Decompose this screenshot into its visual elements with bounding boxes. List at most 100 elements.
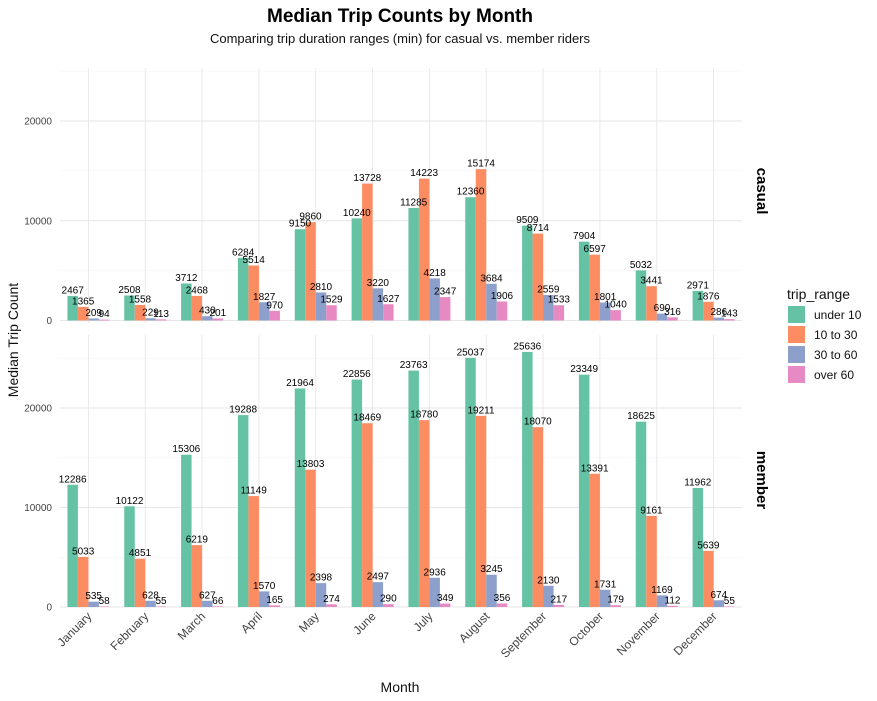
bar-casual-may-over-60	[326, 305, 337, 321]
data-label-casual-june-30-to-60: 3220	[367, 278, 390, 289]
bar-casual-november-10-to-30	[646, 286, 657, 321]
data-label-member-march-over-60: 66	[212, 596, 224, 607]
data-label-casual-november-over-60: 316	[664, 307, 681, 318]
data-label-member-february-30-to-60: 628	[142, 590, 159, 601]
bar-casual-june-30-to-60	[372, 288, 384, 321]
bar-casual-august-under-10	[465, 197, 476, 321]
data-label-member-may-under-10: 21964	[286, 378, 314, 389]
data-label-member-august-30-to-60: 3245	[480, 564, 503, 575]
data-label-casual-april-30-to-60: 1827	[253, 292, 276, 303]
bar-member-july-over-60	[439, 603, 451, 607]
bar-member-january-over-60	[98, 606, 110, 607]
legend-label-under-10: under 10	[814, 308, 862, 322]
bar-casual-july-over-60	[439, 297, 451, 321]
data-label-member-july-10-to-30: 18780	[410, 410, 438, 421]
bar-casual-july-30-to-60	[429, 278, 440, 321]
data-label-casual-september-30-to-60: 2559	[537, 284, 560, 295]
data-label-member-february-over-60: 55	[155, 596, 167, 607]
bar-member-september-10-to-30	[532, 427, 544, 607]
bar-member-august-10-to-30	[475, 415, 487, 607]
bar-casual-june-10-to-30	[362, 183, 373, 321]
bar-casual-march-10-to-30	[191, 295, 203, 321]
bar-casual-january-over-60	[98, 319, 110, 321]
data-label-member-august-under-10: 25037	[457, 347, 485, 358]
data-label-member-december-under-10: 11962	[684, 477, 712, 488]
bar-casual-february-over-60	[155, 319, 167, 321]
bar-casual-october-under-10	[578, 241, 590, 321]
legend-swatch-30-to-60	[788, 346, 805, 363]
data-label-casual-march-30-to-60: 430	[199, 306, 216, 317]
data-label-casual-december-over-60: 143	[721, 309, 738, 320]
data-label-casual-august-under-10: 12360	[457, 187, 485, 198]
data-label-casual-july-10-to-30: 14223	[410, 168, 438, 179]
y-tick-label: 20000	[24, 404, 52, 415]
data-label-casual-october-under-10: 7904	[573, 231, 596, 242]
data-label-casual-november-under-10: 5032	[630, 260, 653, 271]
bar-casual-september-over-60	[553, 305, 565, 321]
panel-casual: 0 10000 20000 2467 2508 3712 6284 9150 10240 1128…	[24, 68, 770, 327]
data-label-member-january-over-60: 58	[99, 596, 111, 607]
bar-member-january-under-10	[67, 484, 78, 607]
data-label-casual-july-30-to-60: 4218	[424, 268, 447, 279]
bar-member-july-10-to-30	[418, 420, 430, 607]
data-label-casual-december-10-to-30: 1876	[697, 291, 720, 302]
data-label-member-october-30-to-60: 1731	[594, 579, 617, 590]
bar-member-august-over-60	[496, 603, 508, 607]
bar-member-october-30-to-60	[599, 589, 611, 607]
data-label-casual-january-30-to-60: 209	[85, 308, 102, 319]
data-label-member-june-over-60: 290	[380, 594, 397, 605]
data-label-casual-may-10-to-30: 9860	[299, 212, 322, 223]
data-label-casual-march-10-to-30: 2468	[186, 285, 209, 296]
data-label-member-december-10-to-30: 5639	[697, 540, 720, 551]
bar-member-december-10-to-30	[703, 550, 714, 607]
data-label-member-may-30-to-60: 2398	[310, 573, 333, 584]
bar-casual-october-30-to-60	[599, 302, 611, 321]
legend-title: trip_range	[787, 286, 850, 302]
y-tick-label: 0	[46, 603, 52, 614]
bar-member-october-under-10	[578, 374, 590, 607]
bar-member-may-10-to-30	[305, 469, 316, 607]
data-label-casual-april-10-to-30: 5514	[243, 255, 266, 266]
data-label-member-june-10-to-30: 18469	[353, 413, 381, 424]
data-label-casual-june-under-10: 10240	[343, 208, 371, 219]
data-label-casual-october-10-to-30: 6597	[584, 244, 607, 255]
bar-casual-february-30-to-60	[145, 318, 156, 321]
data-label-casual-april-under-10: 6284	[232, 247, 255, 258]
bar-member-december-under-10	[692, 487, 704, 607]
bar-casual-july-10-to-30	[418, 178, 430, 321]
bar-casual-december-under-10	[692, 290, 704, 321]
data-label-member-march-10-to-30: 6219	[186, 535, 209, 546]
bar-casual-april-over-60	[269, 310, 280, 321]
data-label-casual-january-under-10: 2467	[62, 285, 85, 296]
data-label-member-october-under-10: 23349	[570, 364, 598, 375]
bar-casual-december-10-to-30	[703, 301, 714, 321]
data-label-casual-december-30-to-60: 286	[710, 307, 727, 318]
data-label-casual-january-10-to-30: 1365	[72, 296, 95, 307]
bar-member-april-under-10	[237, 415, 249, 607]
bar-member-february-over-60	[155, 606, 167, 607]
bar-member-june-30-to-60	[372, 582, 384, 607]
data-label-casual-july-under-10: 11285	[400, 197, 428, 208]
data-label-member-september-30-to-60: 2130	[537, 575, 560, 586]
bar-member-july-under-10	[408, 370, 419, 607]
data-label-casual-december-under-10: 2971	[687, 280, 710, 291]
data-label-casual-june-over-60: 1627	[377, 294, 400, 305]
bar-casual-november-30-to-60	[656, 313, 668, 321]
bar-member-march-over-60	[212, 606, 224, 607]
data-label-member-june-30-to-60: 2497	[367, 572, 390, 583]
legend: trip_range under 10 10 to 30 30 to 60 over …	[787, 286, 862, 383]
data-label-casual-august-30-to-60: 3684	[480, 273, 503, 284]
data-label-member-december-over-60: 55	[724, 596, 736, 607]
data-label-member-november-under-10: 18625	[627, 411, 655, 422]
data-label-casual-september-under-10: 9509	[516, 215, 539, 226]
y-tick-label: 10000	[24, 503, 52, 514]
bar-casual-march-30-to-60	[202, 316, 213, 321]
bar-casual-january-10-to-30	[77, 306, 89, 321]
data-label-member-march-30-to-60: 627	[199, 590, 216, 601]
y-tick-label: 20000	[24, 117, 52, 128]
bar-member-november-under-10	[635, 421, 647, 607]
bar-casual-august-30-to-60	[486, 283, 497, 321]
bar-casual-july-under-10	[408, 207, 419, 321]
chart-title: Median Trip Counts by Month	[267, 6, 533, 27]
bar-member-september-30-to-60	[543, 585, 554, 607]
